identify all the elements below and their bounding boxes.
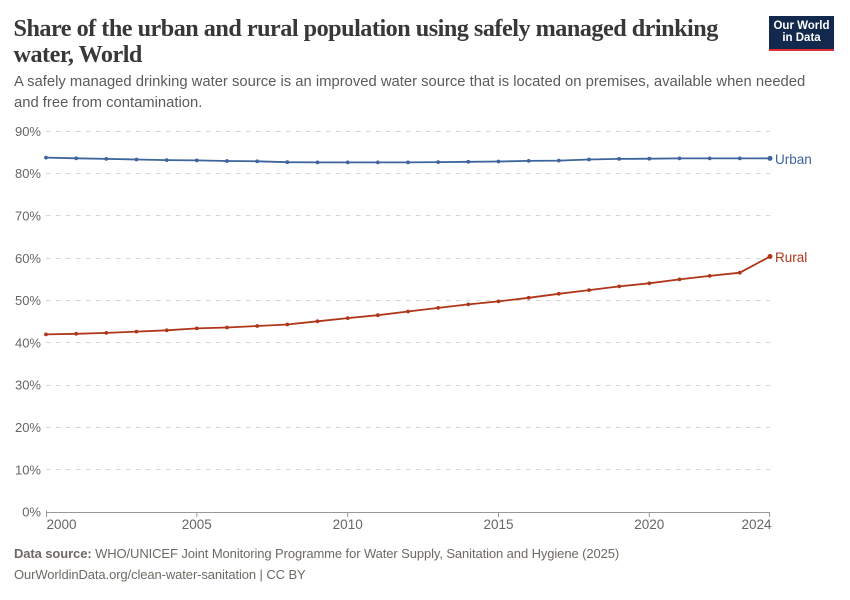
svg-text:60%: 60% (15, 251, 41, 266)
svg-text:10%: 10% (15, 462, 41, 477)
svg-text:2010: 2010 (333, 517, 363, 532)
svg-text:Urban: Urban (775, 152, 812, 167)
svg-text:Rural: Rural (775, 250, 807, 265)
svg-text:30%: 30% (15, 378, 41, 393)
svg-text:70%: 70% (15, 209, 41, 224)
svg-text:2000: 2000 (47, 517, 77, 532)
svg-text:2024: 2024 (741, 517, 772, 532)
svg-text:40%: 40% (15, 335, 41, 350)
svg-text:90%: 90% (15, 124, 41, 139)
svg-text:2020: 2020 (634, 517, 664, 532)
svg-text:20%: 20% (15, 420, 41, 435)
svg-text:2005: 2005 (182, 517, 212, 532)
svg-text:50%: 50% (15, 293, 41, 308)
svg-text:80%: 80% (15, 166, 41, 181)
svg-text:2015: 2015 (483, 517, 513, 532)
svg-text:0%: 0% (22, 505, 41, 520)
